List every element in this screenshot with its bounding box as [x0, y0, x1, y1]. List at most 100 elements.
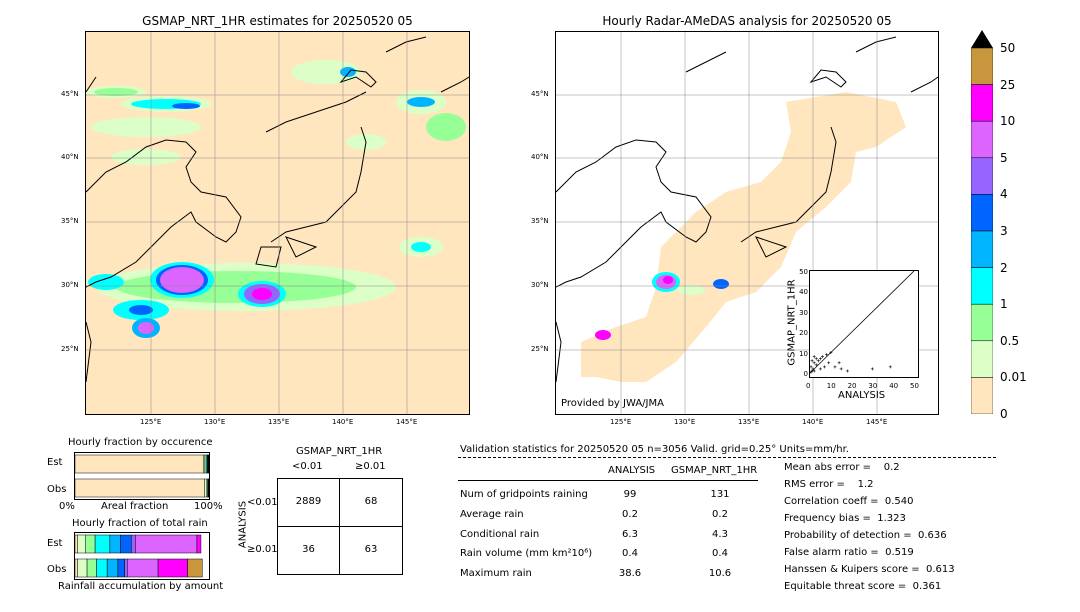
- scatter-point: [809, 365, 813, 369]
- colorbar-labels: 50 25 10 5 4 3 2 1 0.5 0.01 0: [1000, 30, 1060, 430]
- rain-est-label: Est: [47, 538, 63, 549]
- left-lon-135: 135°E: [268, 418, 290, 426]
- scatter-y-ticks: 0 10 20 30 40 50: [794, 268, 808, 378]
- stat-row-label: Rain volume (mm km²10⁶): [460, 548, 593, 559]
- fraction-segment: [124, 558, 128, 578]
- colorbar-label: 1: [1000, 297, 1008, 312]
- validation-rule: [458, 480, 758, 481]
- left-lat-45: 45°N: [61, 90, 79, 98]
- occ-xlabel: Areal fraction: [101, 501, 169, 512]
- left-lon-125: 125°E: [140, 418, 162, 426]
- fraction-segment: [204, 478, 208, 498]
- fraction-segment: [187, 558, 203, 578]
- validation-header: Validation statistics for 20250520 05 n=…: [460, 444, 849, 455]
- stat-row-gsmap: 131: [710, 489, 730, 500]
- scatter-point: [814, 363, 818, 367]
- contingency-table: 2889 68 36 63: [277, 478, 403, 575]
- rain-obs-label: Obs: [47, 564, 67, 575]
- occ-x-0: 0%: [59, 501, 75, 512]
- colorbar-label: 0.5: [1000, 333, 1020, 348]
- scatter-x-ticks: 0 10 20 30 40 50: [806, 382, 919, 392]
- score-line: Equitable threat score = 0.361: [784, 581, 942, 592]
- scatter-point: [888, 365, 892, 369]
- score-line: Probability of detection = 0.636: [784, 530, 947, 541]
- fraction-segment: [117, 558, 125, 578]
- scatter-point: [810, 359, 814, 363]
- colorbar-swatch: [970, 157, 994, 195]
- colorbar-label: 3: [1000, 224, 1008, 238]
- scatter-point: [812, 355, 816, 359]
- fraction-segment: [74, 454, 204, 474]
- colorbar-label: 25: [1000, 77, 1016, 92]
- score-line: RMS error = 1.2: [784, 479, 874, 490]
- scatter-point: [825, 353, 829, 357]
- col-gsmap: GSMAP_NRT_1HR: [671, 465, 758, 476]
- scatter-y-tick: 20: [799, 329, 808, 338]
- right-lat-35: 35°N: [531, 217, 549, 225]
- fraction-segment: [106, 558, 119, 578]
- colorbar-label: 50: [1000, 41, 1016, 55]
- fraction-segment: [96, 558, 108, 578]
- colorbar-swatch: [970, 84, 994, 122]
- left-map: [85, 31, 470, 415]
- occurrence-bars: [74, 454, 210, 498]
- fraction-segment: [77, 558, 88, 578]
- cell-false-alarm: 68: [364, 496, 378, 507]
- fraction-segment: [135, 534, 198, 554]
- scatter-point: [839, 367, 843, 371]
- colorbar-label: 5: [1000, 150, 1008, 165]
- scatter-point: [818, 357, 822, 361]
- fraction-segment: [131, 534, 136, 554]
- fraction-segment: [77, 534, 86, 554]
- cell-hit-none: 2889: [295, 496, 322, 507]
- stat-row-gsmap: 0.2: [712, 509, 728, 520]
- stat-row-analysis: 0.2: [622, 509, 638, 520]
- scatter-point: [816, 359, 820, 363]
- scatter-point: [833, 365, 837, 369]
- colorbar-swatch: [970, 340, 994, 378]
- colorbar-swatch: [970, 303, 994, 342]
- scatter-x-tick: 50: [910, 382, 919, 390]
- scatter-point: [820, 355, 824, 359]
- score-line: Correlation coeff = 0.540: [784, 496, 914, 507]
- scatter-x-tick: 40: [889, 382, 899, 390]
- total-rain-chart: [74, 532, 210, 580]
- right-lat-40: 40°N: [531, 153, 549, 161]
- colorbar-label: 0: [1000, 407, 1008, 421]
- colorbar-swatch: [970, 47, 994, 85]
- stat-row-analysis: 6.3: [622, 529, 638, 540]
- stat-row-gsmap: 4.3: [712, 529, 728, 540]
- scatter-xlabel: ANALYSIS: [838, 390, 886, 401]
- score-line: Hanssen & Kuipers score = 0.613: [784, 564, 955, 575]
- fraction-segment: [127, 558, 159, 578]
- stat-row-gsmap: 10.6: [708, 568, 732, 579]
- score-line: Frequency bias = 1.323: [784, 513, 906, 524]
- left-lon-130: 130°E: [204, 418, 226, 426]
- stat-row-analysis: 38.6: [618, 568, 642, 579]
- colorbar-swatch: [970, 377, 994, 415]
- left-lat-40: 40°N: [61, 153, 79, 161]
- occurrence-chart: [74, 452, 210, 500]
- occ-obs-label: Obs: [47, 484, 67, 495]
- left-map-title: GSMAP_NRT_1HR estimates for 20250520 05: [142, 14, 413, 28]
- scatter-x-tick: 30: [868, 382, 878, 390]
- scatter-plot: [809, 270, 915, 374]
- cell-miss: 36: [302, 544, 315, 555]
- total-rain-title: Hourly fraction of total rain: [72, 518, 208, 529]
- score-line: Mean abs error = 0.2: [784, 462, 900, 473]
- colorbar-label: 0.01: [1000, 370, 1027, 385]
- stat-row-gsmap: 0.4: [712, 548, 728, 559]
- contingency-row-lt: <0.01: [247, 497, 278, 508]
- left-lat-30: 30°N: [61, 281, 79, 289]
- left-map-canvas: [86, 32, 469, 414]
- scatter-x-tick: 0: [806, 382, 811, 390]
- fraction-segment: [74, 558, 78, 578]
- colorbar: [970, 30, 994, 415]
- colorbar-swatch: [970, 230, 994, 268]
- scatter-inset: [809, 270, 919, 378]
- colorbar-extend-arrow: [971, 30, 993, 48]
- contingency-col-lt: <0.01: [292, 461, 323, 472]
- occ-est-label: Est: [47, 457, 63, 468]
- scatter-x-tick: 20: [847, 382, 857, 390]
- right-map: Provided by JWA/JMA: [555, 31, 939, 415]
